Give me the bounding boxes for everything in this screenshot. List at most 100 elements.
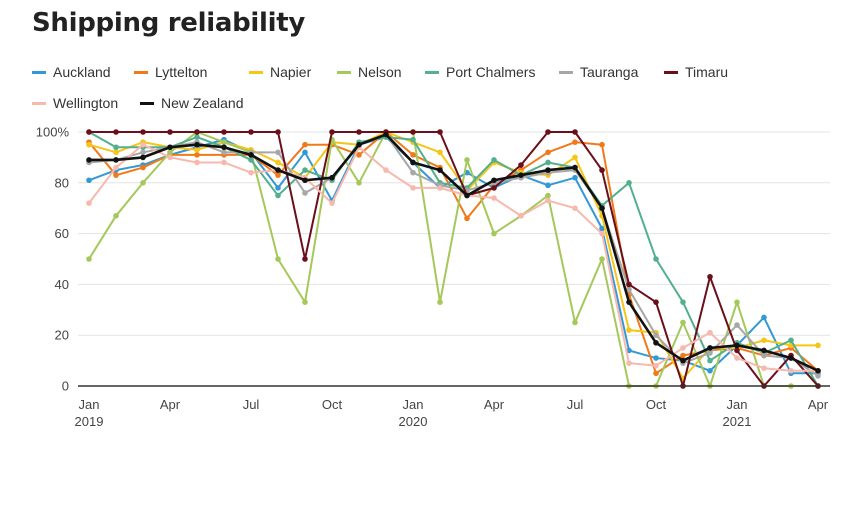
- data-point: [572, 164, 578, 171]
- data-point: [275, 256, 281, 262]
- data-point: [599, 205, 605, 211]
- data-point: [761, 314, 767, 321]
- legend-item: Timaru: [664, 64, 728, 80]
- data-point: [707, 357, 713, 364]
- data-point: [599, 141, 605, 148]
- data-point: [437, 149, 443, 156]
- data-point: [356, 141, 362, 148]
- data-point: [248, 157, 254, 163]
- data-point: [626, 281, 632, 288]
- data-point: [491, 185, 497, 191]
- data-point: [86, 141, 92, 148]
- data-point: [734, 322, 740, 328]
- legend-swatch: [134, 70, 148, 74]
- x-tick-label: Oct: [646, 397, 667, 412]
- data-point: [356, 152, 362, 158]
- data-point: [491, 230, 497, 237]
- data-point: [491, 157, 497, 163]
- x-tick-label: Jan: [727, 397, 748, 412]
- data-point: [572, 129, 578, 135]
- legend-item: Napier: [249, 64, 311, 80]
- data-point: [221, 129, 227, 135]
- data-point: [437, 185, 443, 191]
- data-point: [410, 129, 416, 135]
- data-point: [626, 180, 632, 186]
- series-napier: [86, 129, 821, 382]
- data-point: [194, 134, 200, 140]
- series-line: [88, 136, 818, 375]
- data-point: [275, 167, 281, 173]
- legend-label: New Zealand: [161, 95, 244, 111]
- data-point: [464, 215, 470, 222]
- data-point: [788, 355, 794, 361]
- legend-item: Auckland: [32, 64, 111, 80]
- legend-label: Tauranga: [580, 64, 639, 80]
- data-point: [761, 352, 767, 359]
- data-point: [113, 144, 119, 151]
- y-tick-label: 40: [55, 277, 69, 292]
- data-point: [221, 159, 227, 166]
- data-point: [113, 129, 119, 135]
- x-tick-year-label: 2020: [399, 414, 428, 429]
- data-point: [167, 149, 173, 156]
- data-point: [329, 200, 335, 206]
- data-point: [194, 141, 200, 148]
- data-point: [113, 172, 119, 178]
- data-point: [545, 129, 551, 135]
- data-point: [275, 149, 281, 156]
- x-tick-label: Jul: [567, 397, 584, 412]
- legend-swatch: [337, 70, 351, 74]
- legend-label: Lyttelton: [155, 64, 208, 80]
- data-point: [275, 129, 281, 135]
- x-tick-year-label: 2019: [75, 414, 104, 429]
- data-point: [761, 365, 767, 372]
- legend-label: Timaru: [685, 64, 729, 80]
- legend-label: Wellington: [53, 95, 119, 111]
- legend-item: New Zealand: [140, 95, 244, 111]
- data-point: [329, 129, 335, 135]
- data-point: [410, 159, 416, 166]
- data-point: [572, 205, 578, 211]
- data-point: [86, 177, 92, 184]
- data-point: [140, 149, 146, 156]
- data-point: [302, 256, 308, 262]
- data-point: [707, 273, 713, 280]
- data-point: [221, 144, 227, 151]
- series-wellington: [86, 141, 821, 374]
- data-point: [680, 357, 686, 364]
- x-tick-label: Oct: [322, 397, 343, 412]
- data-point: [815, 373, 821, 379]
- legend-swatch: [425, 70, 439, 74]
- data-point: [383, 131, 389, 138]
- legend-swatch: [664, 70, 678, 74]
- data-point: [113, 213, 119, 219]
- legend-swatch: [32, 70, 46, 74]
- legend-label: Port Chalmers: [446, 64, 536, 80]
- data-point: [248, 129, 254, 135]
- y-tick-label: 100%: [36, 125, 70, 140]
- data-point: [815, 342, 821, 349]
- x-tick-label: Jan: [79, 397, 100, 412]
- data-point: [302, 177, 308, 184]
- data-point: [545, 197, 551, 204]
- series-line: [89, 131, 819, 387]
- legend-swatch: [32, 101, 46, 105]
- x-tick-label: Jan: [403, 397, 424, 412]
- data-point: [761, 347, 767, 354]
- data-point: [707, 329, 713, 336]
- data-point: [302, 141, 308, 148]
- data-point: [194, 159, 200, 166]
- data-point: [113, 157, 119, 163]
- data-point: [653, 256, 659, 262]
- data-point: [545, 159, 551, 166]
- data-point: [356, 129, 362, 135]
- data-point: [356, 180, 362, 186]
- data-point: [167, 129, 173, 135]
- legend-swatch: [249, 70, 263, 74]
- data-point: [437, 129, 443, 135]
- data-point: [86, 129, 92, 135]
- data-point: [113, 149, 119, 156]
- chart-title: Shipping reliability: [32, 8, 306, 38]
- x-tick-label: Apr: [160, 397, 181, 412]
